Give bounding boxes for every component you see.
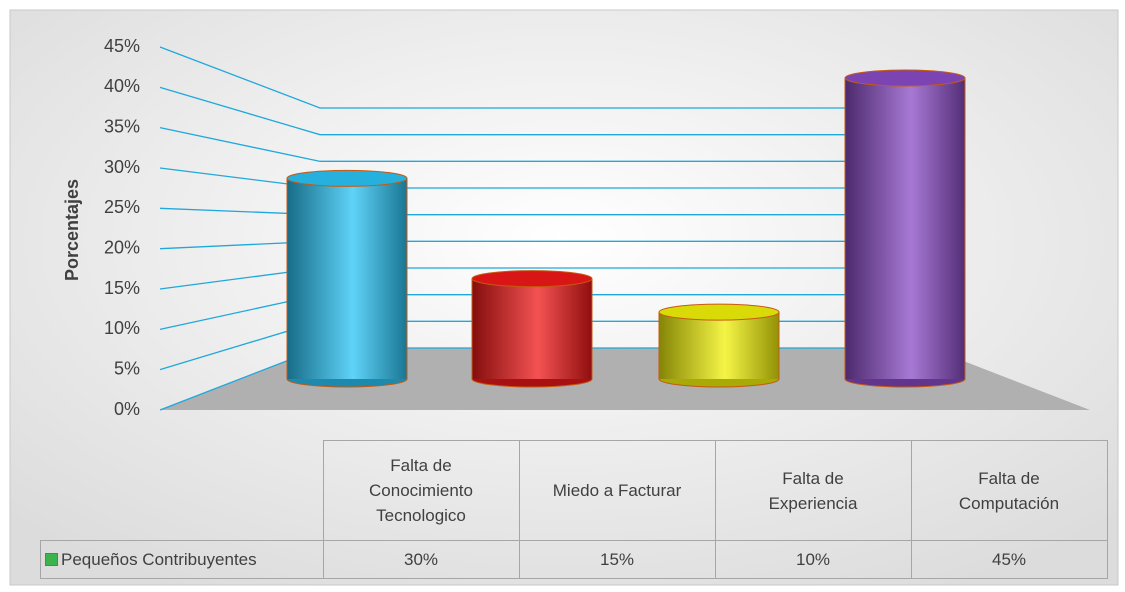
value-label: 30% (322, 540, 520, 579)
y-tick-label: 25% (104, 197, 140, 217)
bar-outline (844, 78, 966, 379)
legend-key (45, 553, 58, 566)
bar-top (658, 303, 780, 321)
bar-outline (658, 312, 780, 379)
bar-outline (286, 178, 408, 379)
value-label: 45% (910, 540, 1108, 579)
category-label: Falta de Experiencia (714, 440, 912, 541)
y-axis-label: Porcentajes (62, 179, 82, 281)
y-tick-label: 20% (104, 237, 140, 257)
y-tick-label: 15% (104, 278, 140, 298)
bar-outline (471, 278, 593, 379)
y-tick-label: 45% (104, 36, 140, 56)
value-label: 10% (714, 540, 912, 579)
y-tick-label: 10% (104, 318, 140, 338)
grid-line (159, 86, 930, 136)
category-label: Falta de Computación (910, 440, 1108, 541)
legend-label: Pequeños Contribuyentes (61, 550, 257, 569)
grid-line (159, 46, 930, 109)
blank-cell (40, 440, 324, 541)
table-row: Pequeños Contribuyentes 30% 15% 10% 45% (40, 540, 1108, 579)
bar-top (471, 270, 593, 288)
table-header: Falta de Conocimiento Tecnologico Miedo a… (40, 440, 1108, 541)
y-tick-label: 35% (104, 116, 140, 136)
bar (287, 178, 407, 379)
data-table: Falta de Conocimiento Tecnologico Miedo a… (40, 440, 1108, 579)
bar (472, 278, 592, 379)
y-tick-label: 40% (104, 76, 140, 96)
category-label: Miedo a Facturar (518, 440, 716, 541)
category-label: Falta de Conocimiento Tecnologico (322, 440, 520, 541)
grid-line (159, 127, 930, 162)
y-tick-label: 0% (114, 399, 140, 419)
legend-cell: Pequeños Contribuyentes (40, 540, 324, 579)
y-tick-label: 30% (104, 157, 140, 177)
bar (845, 78, 965, 379)
y-tick-label: 5% (114, 358, 140, 378)
value-label: 15% (518, 540, 716, 579)
bar-top (286, 169, 408, 187)
bar-top (844, 69, 966, 87)
bar (659, 312, 779, 379)
